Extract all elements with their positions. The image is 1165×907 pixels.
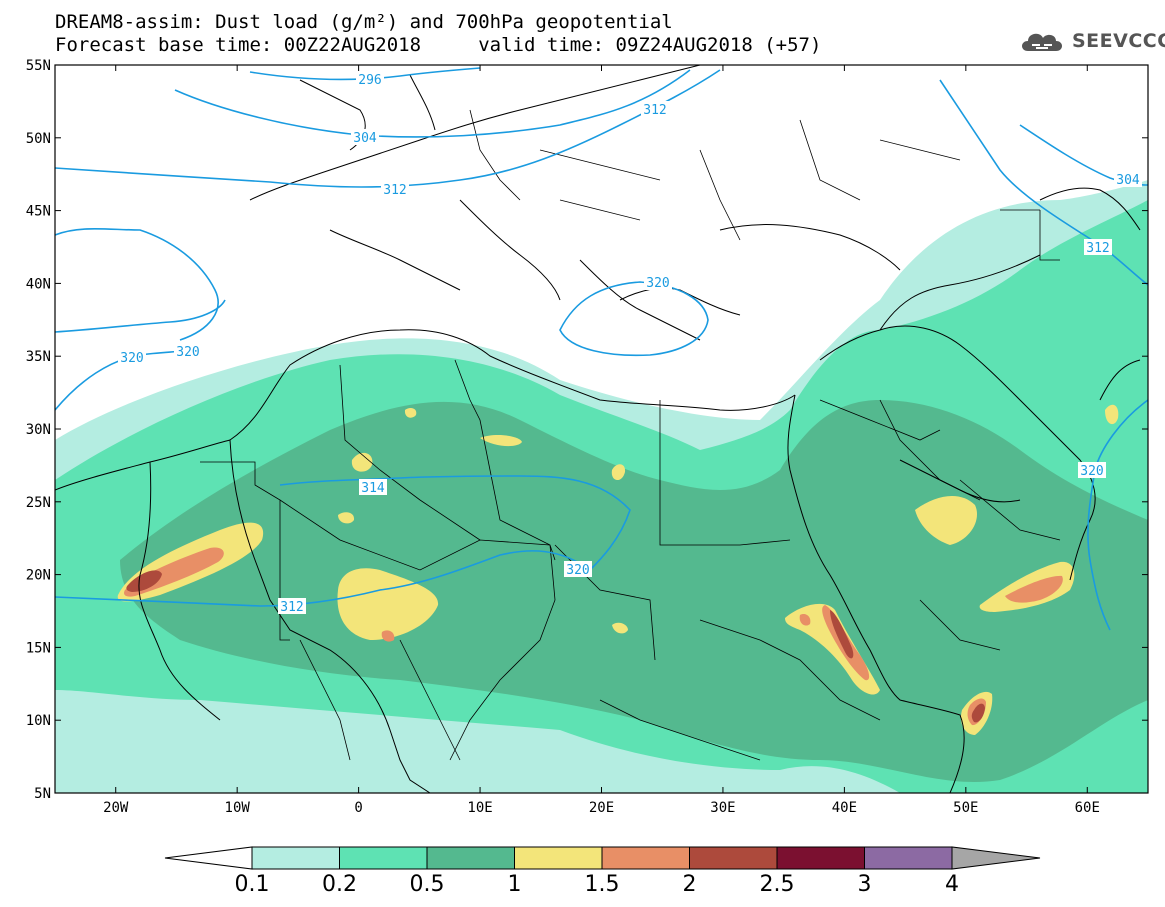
lat-tick-label: 10N — [26, 713, 51, 729]
colorbar-segment — [339, 846, 428, 870]
contour-label: 312 — [383, 183, 406, 198]
lat-tick-label: 5N — [34, 786, 51, 802]
lat-tick-label: 30N — [26, 422, 51, 438]
forecast-time-subtitle: Forecast base time: 00Z22AUG2018 valid t… — [55, 34, 822, 56]
lon-tick-label: 50E — [953, 800, 978, 816]
colorbar-over-arrow — [951, 846, 1041, 870]
lon-tick-label: 10E — [467, 800, 492, 816]
contour-label: 304 — [353, 131, 377, 146]
coastlines — [55, 65, 1141, 793]
contour-label-bg — [381, 181, 409, 197]
contour-label: 320 — [120, 351, 143, 366]
lat-axis: 55N 50N 45N 40N 35N 30N 25N 20N 15N 10N 5N — [26, 58, 1148, 802]
contour-label: 320 — [646, 276, 669, 291]
colorbar-label: 0.1 — [235, 872, 270, 897]
colorbar-label: 2.5 — [760, 872, 795, 897]
contour-label-bg — [174, 343, 202, 359]
contour-label: 296 — [358, 73, 381, 88]
lat-tick-label: 40N — [26, 276, 51, 292]
contour-label: 320 — [1080, 464, 1103, 479]
colorbar-label: 0.2 — [322, 872, 357, 897]
lat-tick-label: 45N — [26, 204, 51, 220]
colorbar-segment — [864, 846, 953, 870]
colorbar-label: 2 — [683, 872, 697, 897]
colorbar-label: 0.5 — [410, 872, 445, 897]
contour-label-bg — [351, 129, 379, 145]
lon-tick-label: 10W — [225, 800, 251, 816]
contour-label-bg — [1078, 462, 1106, 478]
lat-tick-label: 15N — [26, 640, 51, 656]
colorbar-label: 3 — [858, 872, 872, 897]
lat-tick-label: 25N — [26, 495, 51, 511]
lon-tick-label: 0 — [354, 800, 362, 816]
lat-tick-label: 35N — [26, 349, 51, 365]
lon-tick-label: 20E — [589, 800, 614, 816]
dust-shading-0-5 — [120, 400, 1148, 783]
colorbar-segment — [514, 846, 603, 870]
contour-label: 312 — [280, 600, 303, 615]
contour-label-bg — [356, 71, 384, 87]
colorbar-under-arrow — [164, 846, 253, 870]
lon-axis: 20W 10W 0 10E 20E 30E 40E 50E 60E — [103, 65, 1100, 816]
contour-label: 320 — [566, 563, 589, 578]
contour-label-bg — [278, 598, 306, 614]
colorbar-label: 1.5 — [585, 872, 620, 897]
lat-tick-label: 20N — [26, 568, 51, 584]
contour-label: 304 — [1116, 173, 1140, 188]
colorbar-label: 4 — [945, 872, 959, 897]
seevccc-logo: SEEVCCC — [1018, 26, 1165, 56]
lon-tick-label: 60E — [1075, 800, 1100, 816]
contour-label: 312 — [1086, 241, 1109, 256]
contour-label-bg — [564, 561, 592, 577]
lat-tick-label: 50N — [26, 131, 51, 147]
contour-label-bg — [641, 101, 669, 117]
map-plot-area: 296 304 312 312 304 312 320 320 314 320 320 312 320 — [55, 65, 1148, 793]
map-title: DREAM8-assim: Dust load (g/m²) and 700hP… — [55, 11, 673, 33]
dust-shading-2 — [126, 570, 985, 723]
contour-label: 314 — [361, 481, 385, 496]
contour-labels: 296 304 312 312 304 312 320 320 314 320 320 312 320 — [118, 71, 1142, 615]
lat-tick-label: 55N — [26, 58, 51, 74]
country-borders — [200, 109, 1061, 761]
contour-label-bg — [1084, 239, 1112, 255]
brand-name: SEEVCCC — [1072, 30, 1165, 52]
colorbar-segment — [426, 846, 515, 870]
lon-tick-label: 20W — [103, 800, 129, 816]
lon-tick-label: 40E — [832, 800, 857, 816]
contour-label-bg — [1114, 171, 1142, 187]
colorbar-segment — [601, 846, 690, 870]
lon-tick-label: 30E — [710, 800, 735, 816]
contour-label: 312 — [643, 103, 666, 118]
colorbar-label: 1 — [508, 872, 522, 897]
colorbar-segment — [689, 846, 778, 870]
colorbar: 0.1 0.2 0.5 1 1.5 2 2.5 3 4 — [164, 846, 1041, 897]
contour-label: 320 — [176, 345, 199, 360]
cloud-logo-icon — [1022, 33, 1062, 51]
contour-label-bg — [359, 479, 387, 495]
contour-label-bg — [644, 274, 672, 290]
contour-label-bg — [118, 349, 146, 365]
colorbar-segment — [776, 846, 865, 870]
colorbar-segment — [251, 846, 340, 870]
